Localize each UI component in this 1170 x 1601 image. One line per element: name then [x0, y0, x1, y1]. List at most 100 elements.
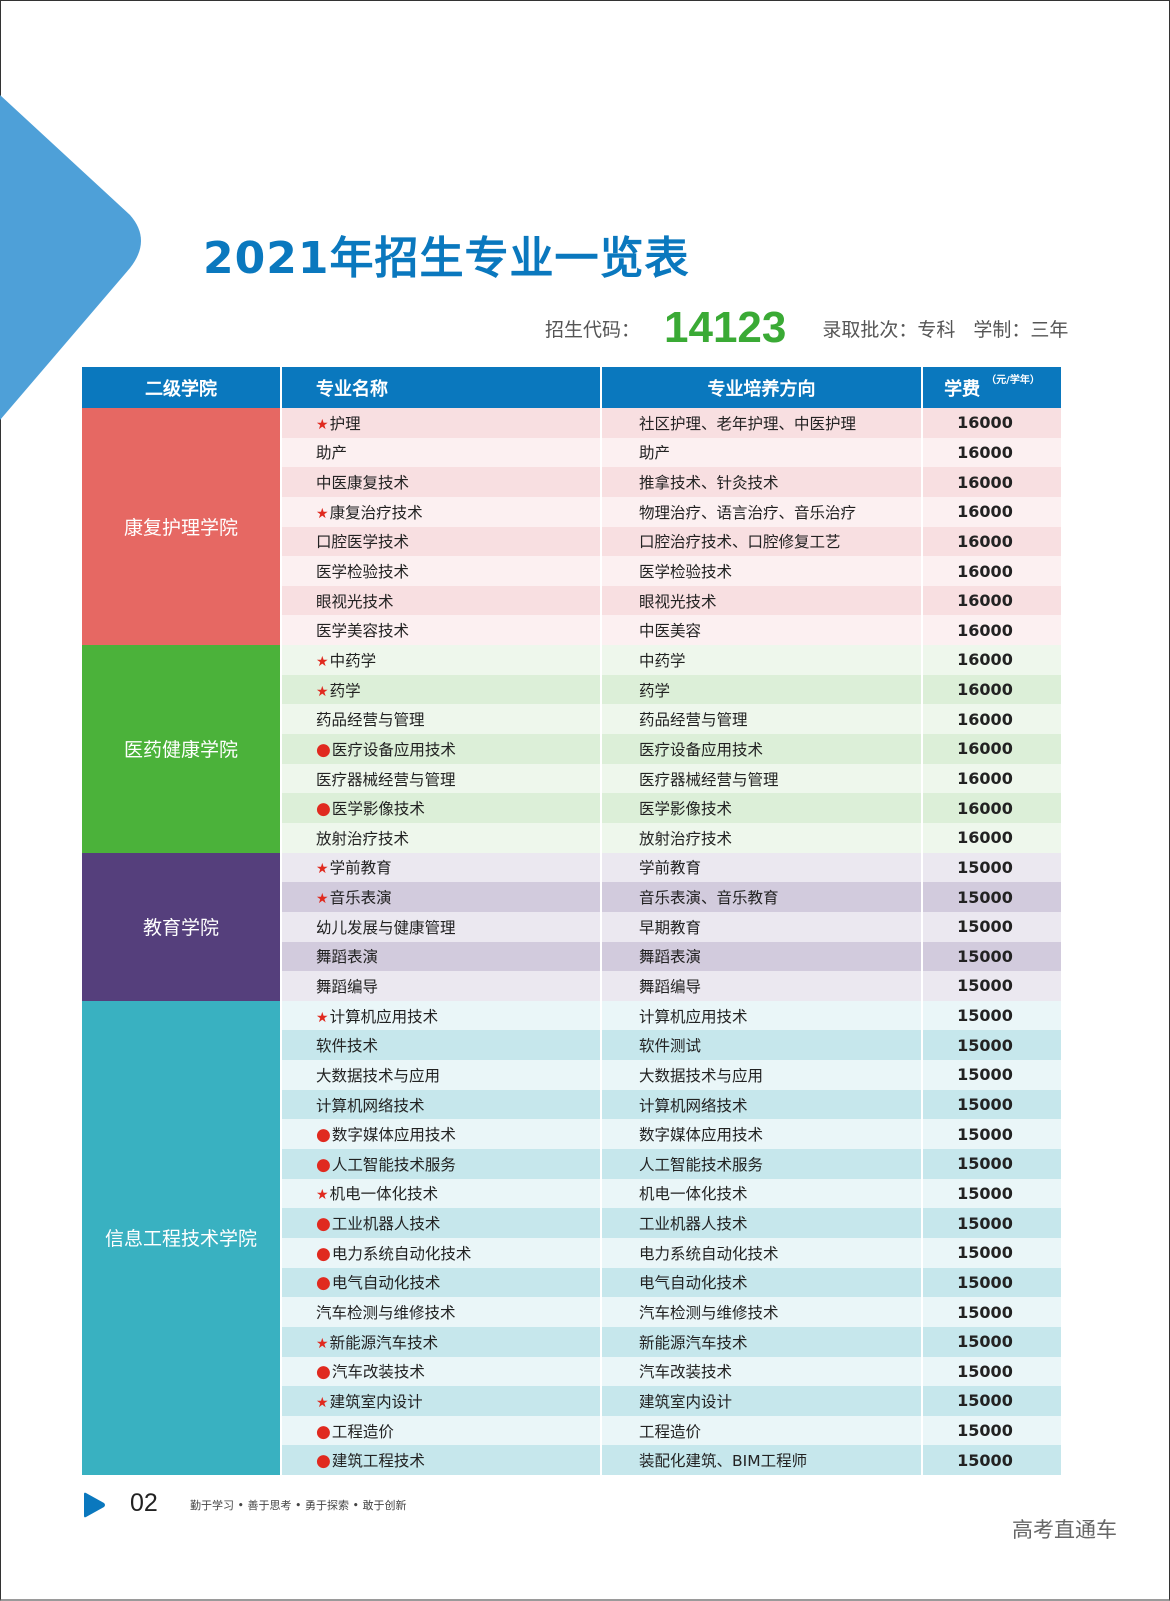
- star-icon: ★: [316, 1009, 329, 1026]
- table-row: 眼视光技术 眼视光技术 16000: [82, 585, 1061, 616]
- tuition-fee-cell: 16000: [922, 526, 1061, 557]
- tuition-fee-cell: 15000: [922, 911, 1061, 942]
- major-name-cell: ★护理: [281, 408, 602, 438]
- major-name-cell: 口腔医学技术: [281, 526, 602, 557]
- tuition-fee-cell: 15000: [922, 1060, 1061, 1090]
- table-row: 大数据技术与应用 大数据技术与应用 15000: [82, 1060, 1061, 1090]
- table-row: ★新能源汽车技术 新能源汽车技术 15000: [82, 1326, 1061, 1357]
- star-icon: ★: [316, 1187, 329, 1204]
- star-icon: ★: [316, 416, 329, 433]
- tuition-fee-cell: 15000: [922, 941, 1061, 972]
- major-name: 医学检验技术: [316, 563, 410, 582]
- training-direction-cell: 口腔治疗技术、口腔修复工艺: [601, 526, 923, 557]
- red-dot-icon: ●: [316, 799, 331, 820]
- table-row: 软件技术 软件测试 15000: [82, 1030, 1061, 1061]
- training-direction-cell: 汽车检测与维修技术: [601, 1297, 923, 1327]
- table-row: 助产 助产 16000: [82, 437, 1061, 468]
- table-row: 中医康复技术 推拿技术、针灸技术 16000: [82, 467, 1061, 497]
- major-name: 软件技术: [316, 1037, 379, 1056]
- table-row: ●汽车改装技术 汽车改装技术 15000: [82, 1356, 1061, 1387]
- training-direction-cell: 新能源汽车技术: [601, 1326, 923, 1357]
- table-row: 计算机网络技术 计算机网络技术 15000: [82, 1089, 1061, 1120]
- major-name-cell: 舞蹈表演: [281, 941, 602, 972]
- major-name: 康复治疗技术: [329, 503, 423, 522]
- major-name: 放射治疗技术: [316, 829, 410, 848]
- training-direction-cell: 大数据技术与应用: [601, 1060, 923, 1090]
- column-header-direction: 专业培养方向: [601, 367, 923, 408]
- major-name-cell: ★计算机应用技术: [281, 1000, 602, 1031]
- tuition-fee-cell: 16000: [922, 763, 1061, 794]
- major-name-cell: ●汽车改装技术: [281, 1356, 602, 1387]
- training-direction-cell: 药学: [601, 674, 923, 705]
- red-dot-icon: ●: [316, 1273, 331, 1294]
- college-cell: 信息工程技术学院: [82, 1000, 282, 1476]
- table-row: ●工业机器人技术 工业机器人技术 15000: [82, 1208, 1061, 1238]
- tuition-fee-cell: 16000: [922, 467, 1061, 497]
- major-name-cell: ★药学: [281, 674, 602, 705]
- major-name-cell: ★音乐表演: [281, 882, 602, 912]
- red-dot-icon: ●: [316, 739, 331, 760]
- tuition-fee-cell: 16000: [922, 674, 1061, 705]
- training-direction-cell: 舞蹈表演: [601, 941, 923, 972]
- tuition-fee-cell: 16000: [922, 822, 1061, 853]
- tuition-fee-cell: 15000: [922, 1178, 1061, 1209]
- tuition-fee-cell: 15000: [922, 1415, 1061, 1446]
- star-icon: ★: [316, 683, 329, 700]
- red-dot-icon: ●: [316, 1243, 331, 1264]
- major-name-cell: 药品经营与管理: [281, 704, 602, 735]
- major-name-cell: 助产: [281, 437, 602, 468]
- table-row: ●人工智能技术服务 人工智能技术服务 15000: [82, 1149, 1061, 1179]
- red-dot-icon: ●: [316, 1154, 331, 1175]
- tuition-fee-cell: 15000: [922, 852, 1061, 883]
- training-direction-cell: 计算机应用技术: [601, 1000, 923, 1031]
- star-icon: ★: [316, 1335, 329, 1352]
- majors-table: 二级学院 专业名称 专业培养方向 学费 （元/学年） 康复护理学院 ★护理 社区护理、…: [82, 367, 1061, 1476]
- major-name-cell: 计算机网络技术: [281, 1089, 602, 1120]
- fee-unit-label: （元/学年）: [986, 374, 1040, 386]
- major-name: 工业机器人技术: [331, 1215, 441, 1234]
- college-cell: 医药健康学院: [82, 645, 282, 853]
- major-name-cell: 医疗器械经营与管理: [281, 763, 602, 794]
- training-direction-cell: 推拿技术、针灸技术: [601, 467, 923, 497]
- tuition-fee-cell: 16000: [922, 793, 1061, 823]
- column-header-major: 专业名称: [281, 367, 602, 408]
- major-name-cell: ●建筑工程技术: [281, 1445, 602, 1476]
- major-name: 学前教育: [329, 859, 392, 878]
- admission-batch: 录取批次：专科: [822, 318, 956, 341]
- tuition-fee-cell: 15000: [922, 882, 1061, 912]
- major-name: 数字媒体应用技术: [331, 1126, 456, 1145]
- tuition-fee-cell: 16000: [922, 704, 1061, 735]
- tuition-fee-cell: 15000: [922, 1149, 1061, 1179]
- tuition-fee-cell: 15000: [922, 1237, 1061, 1268]
- page-title: 2021年招生专业一览表: [203, 233, 690, 284]
- major-name: 眼视光技术: [316, 592, 394, 611]
- table-row: 医学检验技术 医学检验技术 16000: [82, 556, 1061, 586]
- tuition-fee-cell: 15000: [922, 1208, 1061, 1238]
- tuition-fee-cell: 15000: [922, 1119, 1061, 1150]
- training-direction-cell: 医疗器械经营与管理: [601, 763, 923, 794]
- tuition-fee-cell: 15000: [922, 1030, 1061, 1061]
- major-name-cell: 眼视光技术: [281, 585, 602, 616]
- training-direction-cell: 助产: [601, 437, 923, 468]
- column-header-college: 二级学院: [82, 367, 282, 408]
- table-row: 康复护理学院 ★护理 社区护理、老年护理、中医护理 16000: [82, 408, 1061, 646]
- star-icon: ★: [316, 1394, 329, 1411]
- major-name-cell: 汽车检测与维修技术: [281, 1297, 602, 1327]
- tuition-fee-cell: 15000: [922, 1386, 1061, 1416]
- tuition-fee-cell: 15000: [922, 1445, 1061, 1476]
- table-row: 幼儿发展与健康管理 早期教育 15000: [82, 911, 1061, 942]
- table-row: ●工程造价 工程造价 15000: [82, 1415, 1061, 1446]
- major-name-cell: 中医康复技术: [281, 467, 602, 497]
- table-row: ●数字媒体应用技术 数字媒体应用技术 15000: [82, 1119, 1061, 1150]
- tuition-fee-cell: 16000: [922, 408, 1061, 438]
- table-row: ★康复治疗技术 物理治疗、语言治疗、音乐治疗 16000: [82, 496, 1061, 527]
- major-name: 汽车改装技术: [331, 1363, 425, 1382]
- star-icon: ★: [316, 891, 329, 908]
- red-dot-icon: ●: [316, 1451, 331, 1472]
- major-name-cell: ★新能源汽车技术: [281, 1326, 602, 1357]
- major-name-cell: ●医学影像技术: [281, 793, 602, 823]
- major-name: 建筑工程技术: [331, 1452, 425, 1471]
- training-direction-cell: 医学影像技术: [601, 793, 923, 823]
- play-arrow-icon: [84, 1492, 105, 1518]
- table-row: 医学美容技术 中医美容 16000: [82, 615, 1061, 646]
